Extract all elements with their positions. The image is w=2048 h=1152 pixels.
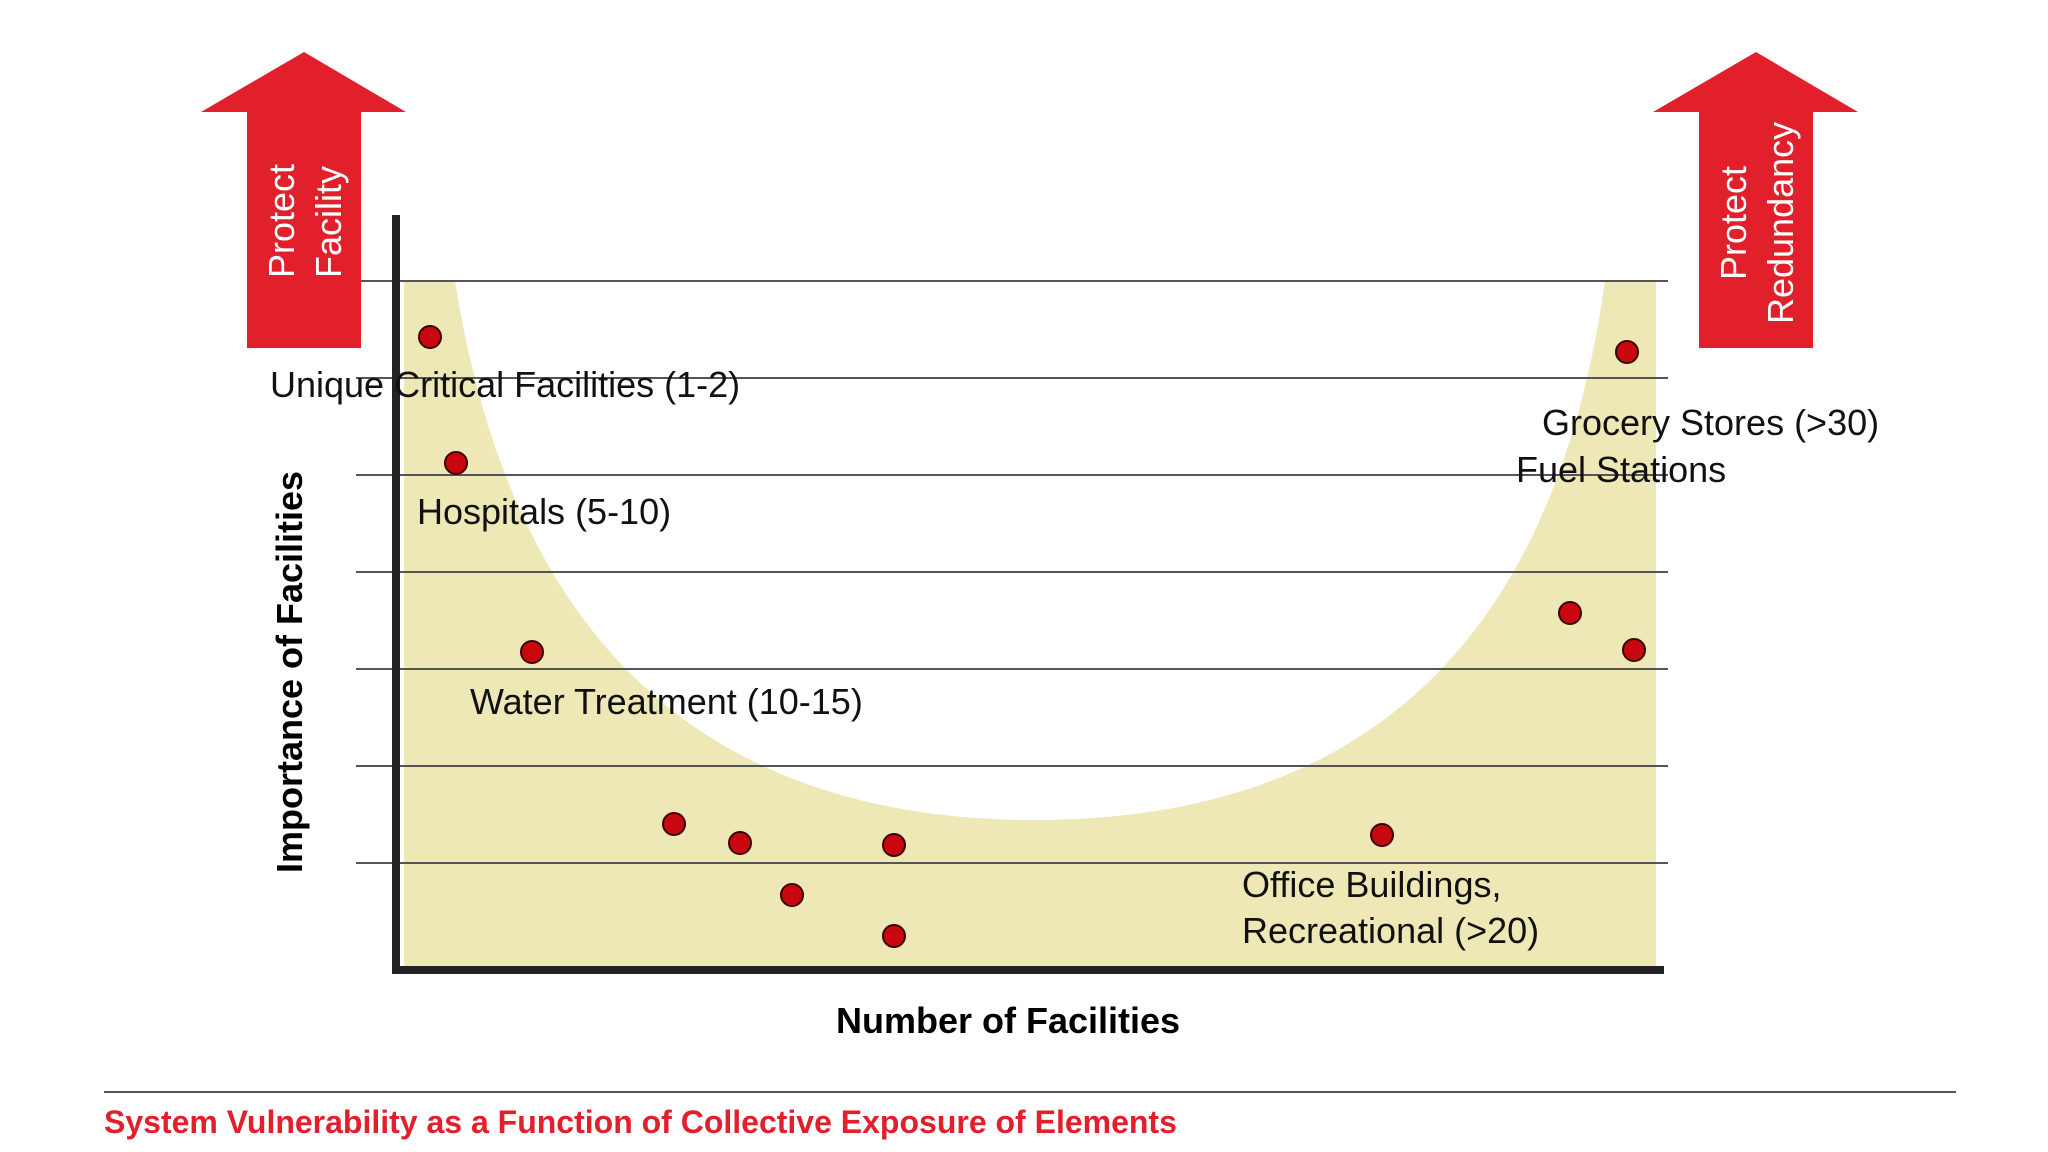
protect-facility-text-2: Facility [308, 166, 349, 278]
facility-dot [662, 812, 686, 836]
protect-redundancy-line-1: Protect [1713, 166, 1754, 280]
label-hospitals: Hospitals (5-10) [417, 491, 671, 532]
caption-divider [104, 1091, 1956, 1093]
label-fuel-stations: Fuel Stations [1516, 449, 1726, 490]
facility-dot [444, 451, 468, 475]
facility-dot [728, 831, 752, 855]
protect-facility-line-2: Facility [308, 166, 349, 278]
facility-dot [882, 924, 906, 948]
y-axis-title: Importance of Facilities [269, 471, 310, 873]
figure-caption: System Vulnerability as a Function of Co… [104, 1104, 1177, 1140]
facility-dot [1615, 340, 1639, 364]
protect-facility-line-1: Protect [261, 164, 302, 278]
facility-dot [418, 325, 442, 349]
facility-dot [1622, 638, 1646, 662]
x-axis-title: Number of Facilities [836, 1000, 1180, 1041]
label-unique-critical: Unique Critical Facilities (1-2) [270, 364, 740, 405]
protect-redundancy-text-2: Redundancy [1760, 122, 1801, 324]
vulnerability-band [404, 281, 1656, 968]
label-water-treatment: Water Treatment (10-15) [470, 681, 863, 722]
protect-redundancy-text: Protect [1713, 166, 1754, 280]
protect-redundancy-arrow [1653, 52, 1858, 348]
facility-dot [520, 640, 544, 664]
label-recreational: Recreational (>20) [1242, 910, 1539, 951]
gridlines [356, 280, 1668, 864]
facility-dot [1370, 823, 1394, 847]
facility-dot [1558, 601, 1582, 625]
protect-facility-arrow [201, 52, 406, 348]
facility-dot [780, 883, 804, 907]
label-grocery-stores: Grocery Stores (>30) [1542, 402, 1879, 443]
facility-dot [882, 833, 906, 857]
facility-dots [418, 325, 1646, 948]
protect-facility-text: Protect [261, 164, 302, 278]
protect-redundancy-line-2: Redundancy [1760, 122, 1801, 324]
label-office-buildings: Office Buildings, [1242, 864, 1501, 905]
